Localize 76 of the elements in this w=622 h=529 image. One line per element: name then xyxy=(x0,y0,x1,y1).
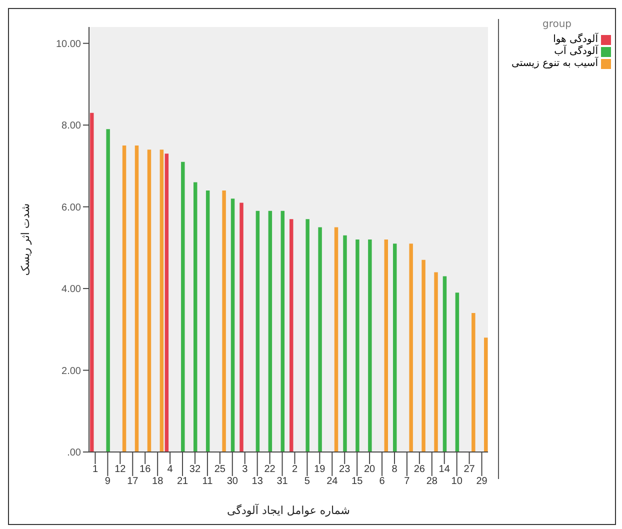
bar xyxy=(343,235,347,452)
bar xyxy=(422,260,426,452)
x-tick-label: 15 xyxy=(352,476,364,487)
y-tick-label: 10.00 xyxy=(56,38,82,50)
x-tick-label: 11 xyxy=(202,476,214,487)
x-tick-label: 12 xyxy=(114,464,126,475)
x-tick-label: 30 xyxy=(226,476,238,487)
bar xyxy=(442,276,447,452)
bar xyxy=(256,210,260,452)
x-tick-label: 5 xyxy=(304,476,310,487)
bar xyxy=(147,150,152,452)
x-tick-label: 25 xyxy=(214,464,226,475)
x-tick-label: 10 xyxy=(451,476,463,487)
bar xyxy=(434,272,438,452)
bar xyxy=(134,146,139,452)
x-tick-label: 9 xyxy=(104,476,111,487)
bar xyxy=(193,182,198,452)
bar xyxy=(280,210,285,452)
x-tick-label: 22 xyxy=(264,464,276,475)
x-tick-label: 26 xyxy=(414,464,426,475)
x-tick-label: 13 xyxy=(252,476,264,487)
x-tick-label: 27 xyxy=(464,464,476,475)
y-tick-label: 6.00 xyxy=(62,202,82,214)
bar xyxy=(368,240,372,452)
bar xyxy=(106,129,110,452)
legend-label: آسیب به تنوع زیستی xyxy=(512,58,598,69)
x-tick-label: 1 xyxy=(92,464,98,475)
x-tick-label: 23 xyxy=(339,464,351,475)
x-tick-label: 8 xyxy=(392,464,398,475)
bar xyxy=(334,227,338,452)
x-tick-label: 18 xyxy=(152,476,164,487)
x-tick-label: 4 xyxy=(167,464,174,475)
bar xyxy=(160,150,164,452)
y-tick-label: 4.00 xyxy=(62,284,82,296)
bar xyxy=(306,219,310,452)
x-tick-label: 7 xyxy=(404,476,410,487)
y-tick-label: .00 xyxy=(67,448,82,459)
bar xyxy=(230,198,235,452)
bar xyxy=(455,292,460,452)
x-tick-label: 3 xyxy=(242,464,248,475)
bar xyxy=(318,227,322,452)
x-tick-label: 21 xyxy=(176,476,189,487)
x-tick-label: 14 xyxy=(438,464,450,475)
x-tick-label: 32 xyxy=(189,464,201,475)
bar xyxy=(472,313,476,452)
bar xyxy=(290,219,294,452)
x-tick-label: 24 xyxy=(326,476,338,487)
x-axis-title: شماره عوامل ایجاد آلودگی xyxy=(227,503,350,517)
bar xyxy=(206,190,210,452)
bar xyxy=(484,338,488,452)
bar xyxy=(90,112,94,452)
x-tick-label: 16 xyxy=(140,464,152,475)
y-tick-label: 2.00 xyxy=(62,366,82,377)
y-axis-title: شدت اثر ریسک xyxy=(18,203,32,276)
x-tick-label: 28 xyxy=(426,476,438,487)
bar xyxy=(356,240,360,452)
bar xyxy=(164,154,169,452)
bar xyxy=(384,240,388,452)
legend-title: group xyxy=(541,19,573,30)
bar xyxy=(409,244,413,452)
legend-label: آلودگی آب xyxy=(554,46,598,57)
bar xyxy=(268,210,272,452)
bar xyxy=(222,190,226,452)
x-tick-label: 29 xyxy=(476,476,488,487)
bar xyxy=(240,202,244,452)
x-tick-label: 17 xyxy=(127,476,139,487)
bar xyxy=(392,244,397,452)
bar xyxy=(122,146,126,452)
legend-label: آلودگی هوا xyxy=(553,34,598,45)
x-tick-label: 19 xyxy=(314,464,326,475)
x-tick-label: 20 xyxy=(364,464,376,475)
bar xyxy=(181,162,185,452)
x-tick-label: 6 xyxy=(379,476,386,487)
x-tick-label: 31 xyxy=(276,476,288,487)
y-tick-label: 8.00 xyxy=(62,120,82,132)
x-tick-label: 2 xyxy=(292,464,298,475)
